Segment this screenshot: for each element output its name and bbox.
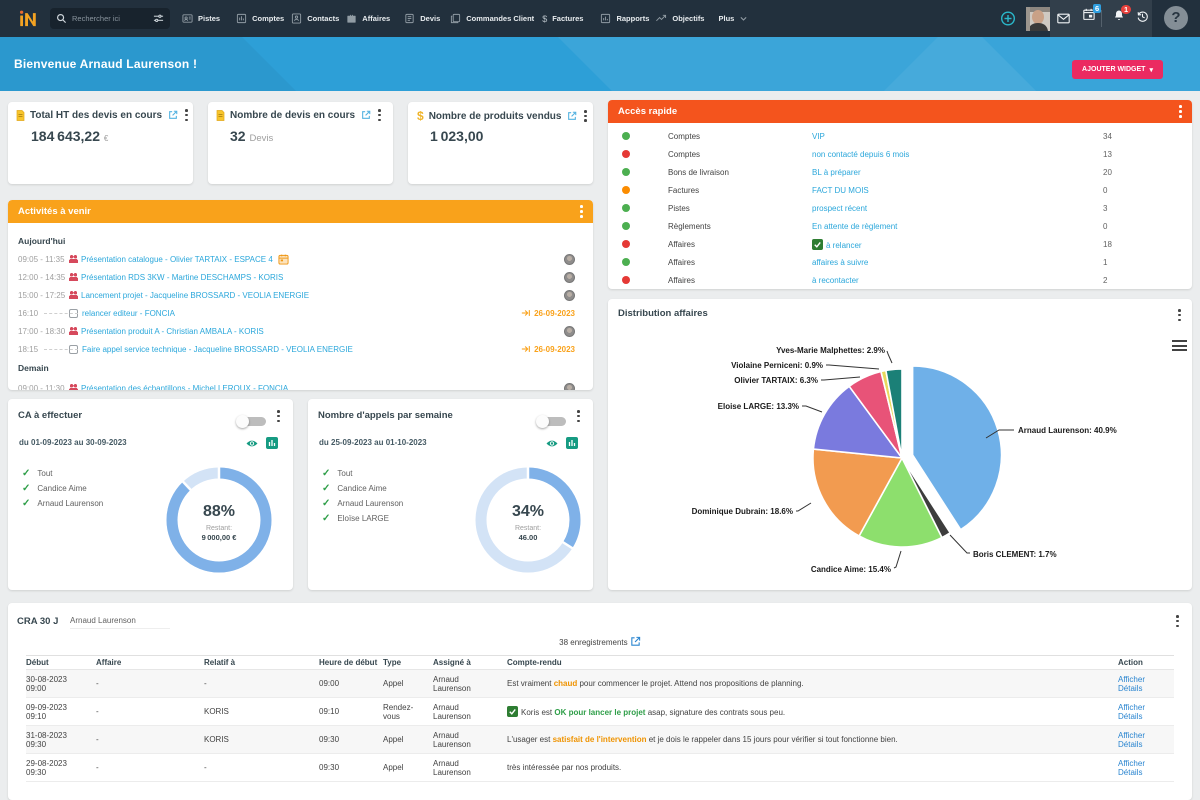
svg-text:88%: 88% (203, 503, 235, 520)
svg-text:Eloise LARGE: 13.3%: Eloise LARGE: 13.3% (718, 402, 799, 411)
svg-text:46.00: 46.00 (519, 533, 538, 542)
svg-text:Olivier TARTAIX: 6.3%: Olivier TARTAIX: 6.3% (734, 376, 818, 385)
svg-text:Violaine Perniceni: 0.9%: Violaine Perniceni: 0.9% (731, 361, 823, 370)
svg-text:Boris CLEMENT: 1.7%: Boris CLEMENT: 1.7% (973, 550, 1057, 559)
svg-text:Candice Aime: 15.4%: Candice Aime: 15.4% (811, 565, 891, 574)
svg-text:Arnaud Laurenson: 40.9%: Arnaud Laurenson: 40.9% (1018, 426, 1117, 435)
svg-text:Restant:: Restant: (206, 525, 232, 532)
svg-text:34%: 34% (512, 503, 544, 520)
svg-text:Restant:: Restant: (515, 525, 541, 532)
svg-text:Dominique Dubrain: 18.6%: Dominique Dubrain: 18.6% (692, 507, 793, 516)
svg-text:Yves-Marie Malphettes: 2.9%: Yves-Marie Malphettes: 2.9% (776, 346, 885, 355)
svg-text:9 000,00 €: 9 000,00 € (202, 533, 238, 542)
